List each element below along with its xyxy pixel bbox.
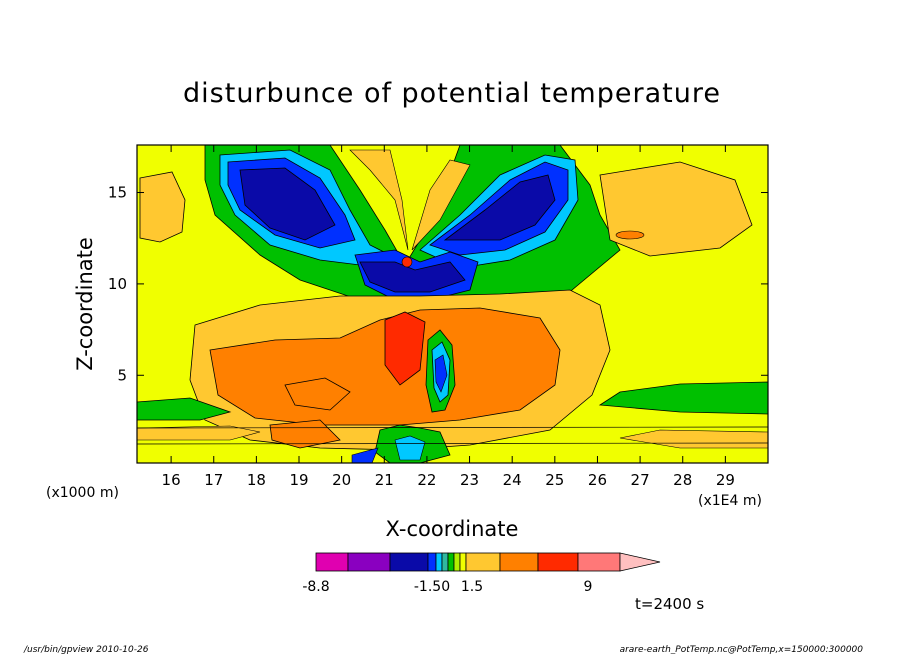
x-tick-label: 26 [588, 471, 607, 489]
x-tick-label: 22 [417, 471, 436, 489]
x-tick-label: 23 [460, 471, 479, 489]
y-axis: 5 10 15 [108, 184, 768, 384]
x-unit-left: (x1000 m) [46, 485, 119, 501]
colorbar-segment [459, 552, 467, 572]
x-axis: 16 17 18 19 20 21 22 23 24 25 26 27 28 29 [162, 145, 735, 489]
colorbar-segment [441, 552, 449, 572]
x-tick-label: 17 [204, 471, 223, 489]
colorbar-segment [447, 552, 455, 572]
colorbar-segment [435, 552, 443, 572]
x-tick-label: 19 [289, 471, 308, 489]
colorbar-label: -1.50 [414, 579, 450, 595]
colorbar-segment [347, 552, 391, 572]
colorbar-label: -8.8 [302, 579, 329, 595]
x-tick-label: 29 [716, 471, 735, 489]
x-tick-label: 27 [631, 471, 650, 489]
colorbar-arrow [619, 552, 661, 572]
x-unit-right: (x1E4 m) [698, 493, 762, 509]
colorbar-label: 9 [584, 579, 593, 595]
colorbar-segment [577, 552, 621, 572]
x-tick-label: 21 [375, 471, 394, 489]
colorbar-segment [389, 552, 429, 572]
colorbar-segment [499, 552, 539, 572]
y-axis-label: Z-coordinate [73, 237, 97, 371]
contour-field [137, 145, 768, 463]
colorbar [315, 552, 661, 572]
colorbar-label: 1.5 [461, 579, 483, 595]
y-tick-label: 10 [108, 275, 127, 293]
colorbar-segment [315, 552, 349, 572]
x-axis-label: X-coordinate [386, 517, 519, 541]
y-tick-label: 5 [117, 366, 127, 384]
colorbar-segment [537, 552, 579, 572]
x-tick-label: 24 [503, 471, 522, 489]
footer-right: arare-earth_PotTemp.nc@PotTemp,x=150000:… [620, 645, 864, 654]
chart-title: disturbunce of potential temperature [183, 78, 721, 109]
x-tick-label: 28 [673, 471, 692, 489]
time-label: t=2400 s [635, 595, 704, 613]
x-tick-label: 16 [162, 471, 181, 489]
footer-left: /usr/bin/gpview 2010-10-26 [23, 645, 149, 654]
x-tick-label: 25 [545, 471, 564, 489]
x-tick-label: 20 [332, 471, 351, 489]
colorbar-segment [453, 552, 461, 572]
plot-frame [136, 144, 769, 464]
colorbar-segment [427, 552, 437, 572]
colorbar-segment [465, 552, 501, 572]
colorbar-labels: -8.8 -1.50 1.5 9 [302, 579, 592, 595]
y-tick-label: 15 [108, 184, 127, 202]
x-tick-label: 18 [247, 471, 266, 489]
